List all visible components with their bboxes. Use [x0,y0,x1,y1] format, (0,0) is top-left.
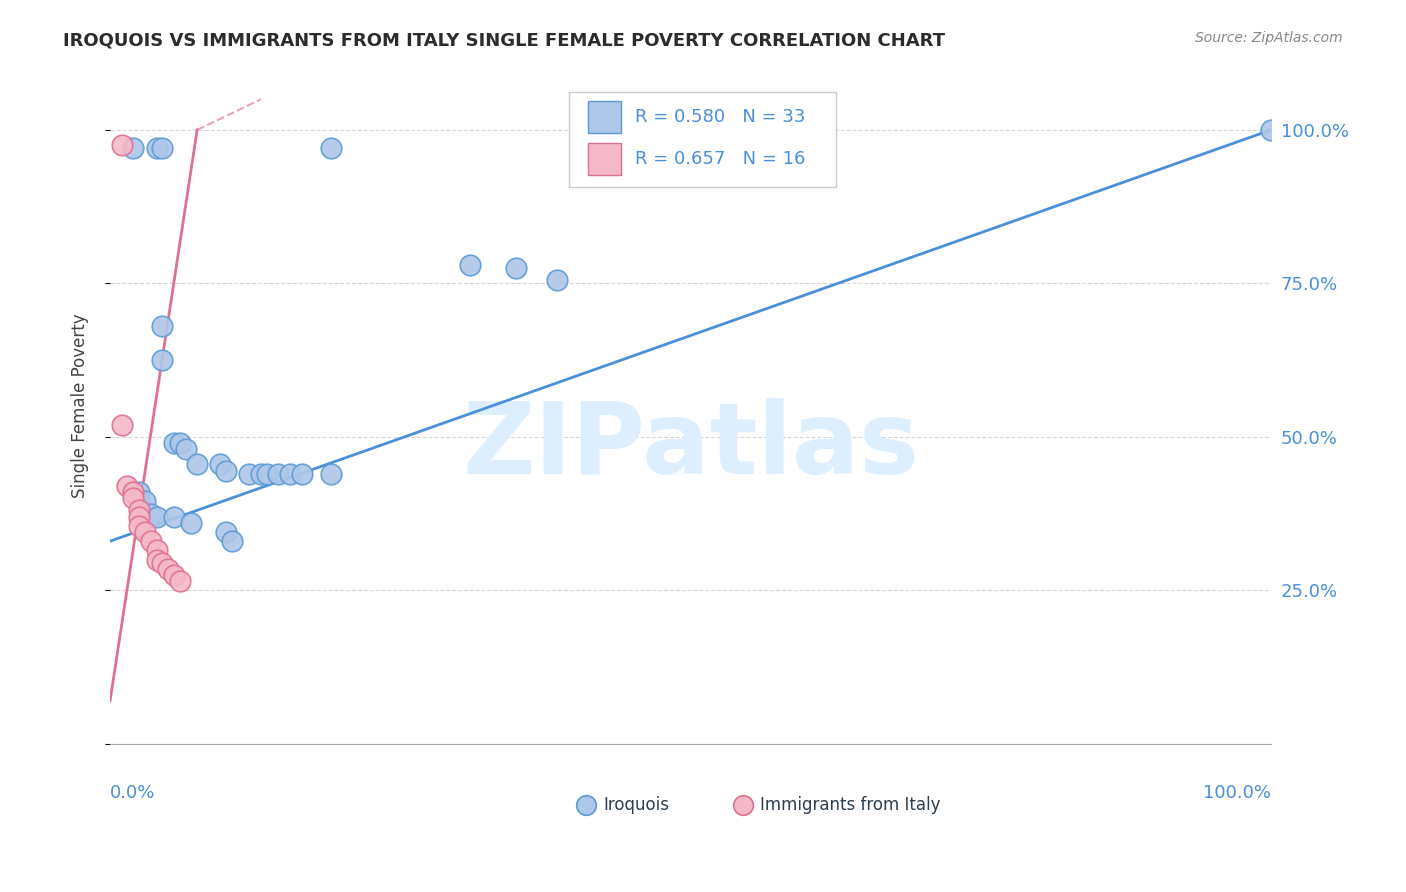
Point [145,552,167,566]
Text: R = 0.580   N = 33: R = 0.580 N = 33 [636,108,806,126]
Point [139,534,162,549]
Y-axis label: Single Female Poverty: Single Female Poverty [72,314,89,499]
Point [111,417,134,432]
Text: 0.0%: 0.0% [110,784,156,802]
Point [319,141,342,155]
Point [145,543,167,558]
Text: ZIPatlas: ZIPatlas [463,398,920,495]
Point [215,524,238,539]
Point [128,494,150,508]
Point [238,467,260,481]
Bar [589,143,621,175]
Point [215,464,238,478]
Text: Immigrants from Italy: Immigrants from Italy [761,796,941,814]
Point [291,467,314,481]
Text: IROQUOIS VS IMMIGRANTS FROM ITALY SINGLE FEMALE POVERTY CORRELATION CHART: IROQUOIS VS IMMIGRANTS FROM ITALY SINGLE… [63,31,945,49]
Point [169,574,191,588]
Point [122,141,145,155]
Point [546,273,568,287]
Point [122,491,145,506]
Point [134,494,156,508]
Point [278,467,301,481]
Point [250,467,273,481]
FancyBboxPatch shape [568,92,835,186]
Point [163,568,186,582]
Point [157,562,180,576]
Point [163,436,186,450]
Point [180,516,202,530]
Point [209,458,232,472]
Point [128,518,150,533]
Point [458,258,481,272]
Point [505,260,527,275]
Point [150,353,173,368]
Point [163,509,186,524]
Point [1260,123,1282,137]
Point [575,792,598,806]
Point [117,479,139,493]
Point [128,485,150,500]
Text: R = 0.657   N = 16: R = 0.657 N = 16 [636,150,806,168]
Point [139,507,162,521]
Point [128,503,150,517]
Point [111,138,134,153]
Point [186,458,208,472]
Point [169,436,191,450]
Point [267,467,290,481]
Point [145,141,167,155]
Bar [589,101,621,133]
Point [122,485,145,500]
Text: Iroquois: Iroquois [603,796,669,814]
Point [731,792,754,806]
Point [122,485,145,500]
Point [134,524,156,539]
Point [319,467,342,481]
Point [145,509,167,524]
Point [256,467,278,481]
Point [221,534,243,549]
Point [150,319,173,334]
Text: Source: ZipAtlas.com: Source: ZipAtlas.com [1195,31,1343,45]
Point [128,509,150,524]
Text: 100.0%: 100.0% [1204,784,1271,802]
Point [150,556,173,570]
Point [174,442,197,456]
Point [150,141,173,155]
